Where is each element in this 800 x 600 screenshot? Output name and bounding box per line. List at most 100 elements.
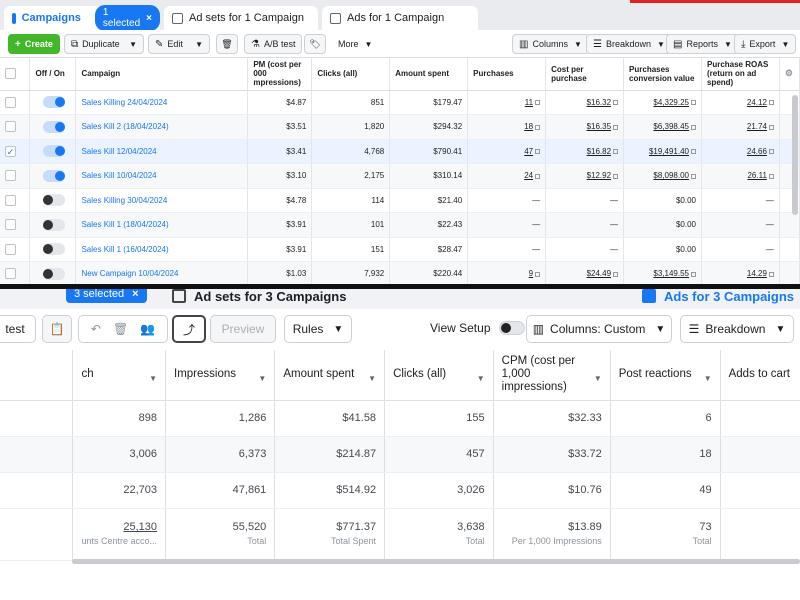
header-purchase-roas[interactable]: Purchase ROAS (return on ad spend) — [701, 58, 780, 91]
column-settings-header[interactable]: ⚙ — [779, 58, 800, 91]
create-button[interactable]: + Create — [8, 34, 60, 54]
purchases-value[interactable]: 11 — [524, 97, 534, 107]
table-row[interactable]: Sales Killing 30/04/2024 $4.78 114 $21.40 — —… — [0, 188, 800, 213]
table-row[interactable]: 22,703 47,861 $514.92 3,026 $10.76 49 — [0, 472, 800, 509]
table-row[interactable]: ✓ Sales Kill 12/04/2024 $3.41 4,768 $790.41 4… — [0, 139, 800, 164]
purchases-value[interactable]: 47 — [524, 146, 534, 156]
cost-per-purchase-value[interactable]: $16.82 — [586, 146, 612, 156]
gear-icon[interactable]: ⚙ — [784, 68, 793, 79]
tab-ads[interactable]: Ads for 1 Campaign — [322, 6, 478, 30]
campaign-name-link[interactable]: Sales Kill 2 (18/04/2024) — [75, 114, 249, 140]
detail-icon[interactable] — [768, 100, 774, 106]
table-row[interactable]: 3,006 6,373 $214.87 457 $33.72 18 — [0, 436, 800, 473]
select-all-checkbox[interactable] — [5, 68, 16, 80]
row-checkbox-cell[interactable] — [0, 188, 31, 213]
header-off-on[interactable]: Off / On — [29, 58, 77, 91]
header-impressions[interactable]: Impressions ▼ — [165, 350, 276, 401]
share-button[interactable]: ⤴ — [172, 315, 206, 343]
purchases-value[interactable]: 24 — [524, 171, 534, 181]
campaign-toggle[interactable] — [43, 267, 66, 280]
table-row[interactable]: Sales Kill 2 (18/04/2024) $3.51 1,820 $294.… — [0, 114, 800, 140]
cost-per-purchase-value[interactable]: $16.35 — [586, 122, 612, 132]
header-cost-per-purchase[interactable]: Cost per purchase — [545, 58, 625, 91]
campaign-toggle[interactable] — [43, 120, 66, 133]
header-post-reactions[interactable]: Post reactions ▼ — [610, 350, 721, 401]
undo-icon[interactable]: ↶ — [90, 322, 101, 336]
header-cpm[interactable]: PM (cost per 000 mpressions) — [247, 58, 313, 91]
conversion-value[interactable]: $3,149.55 — [653, 269, 689, 279]
campaign-toggle[interactable] — [43, 96, 66, 109]
row-checkbox-cell[interactable]: ✓ — [0, 139, 31, 164]
close-icon[interactable]: × — [146, 12, 152, 24]
columns-button[interactable]: ▥ Columns ▼ — [512, 34, 589, 54]
row-checkbox-cell[interactable] — [0, 114, 31, 140]
detail-icon[interactable] — [613, 173, 619, 179]
detail-icon[interactable] — [690, 100, 696, 106]
row-checkbox[interactable] — [5, 96, 16, 108]
header-purchases-conversion-value[interactable]: Purchases conversion value — [623, 58, 702, 91]
export-button[interactable]: ⤓ Export ▼ — [734, 34, 797, 54]
breakdown-button-bottom[interactable]: ☰ Breakdown ▼ — [680, 315, 794, 343]
row-toggle-cell[interactable] — [29, 188, 77, 213]
selected-count-badge[interactable]: 1 selected × — [94, 5, 160, 31]
table-row[interactable]: Sales Kill 10/04/2024 $3.10 2,175 $310.14 24… — [0, 163, 800, 189]
campaign-name-link[interactable]: Sales Kill 12/04/2024 — [75, 139, 249, 164]
detail-icon[interactable] — [535, 100, 541, 106]
row-checkbox[interactable] — [5, 194, 16, 206]
row-checkbox[interactable] — [5, 268, 16, 280]
sort-icon[interactable]: ▼ — [149, 374, 158, 383]
purchases-value[interactable]: 18 — [524, 122, 534, 132]
campaign-name-link[interactable]: Sales Killing 30/04/2024 — [75, 188, 249, 213]
campaign-toggle[interactable] — [43, 169, 66, 182]
row-checkbox-cell[interactable] — [0, 163, 31, 189]
campaign-toggle[interactable] — [43, 243, 66, 256]
sort-icon[interactable]: ▼ — [703, 374, 712, 383]
row-toggle-cell[interactable] — [29, 261, 77, 286]
table-row[interactable]: 898 1,286 $41.58 155 $32.33 6 — [0, 400, 800, 437]
conversion-value[interactable]: $19,491.40 — [648, 146, 689, 156]
breakdown-button[interactable]: ☰ Breakdown ▼ — [586, 34, 672, 54]
view-setup-switch[interactable] — [498, 321, 525, 335]
detail-icon[interactable] — [690, 149, 696, 155]
detail-icon[interactable] — [768, 173, 774, 179]
header-reach[interactable]: ch ▼ — [72, 350, 167, 401]
detail-icon[interactable] — [768, 271, 774, 277]
row-checkbox[interactable] — [5, 170, 16, 182]
cost-per-purchase-value[interactable]: $12.92 — [586, 171, 612, 181]
chevron-down-icon[interactable]: ▼ — [129, 39, 137, 49]
tag-button[interactable]: 🏷 — [304, 34, 326, 54]
detail-icon[interactable] — [690, 271, 696, 277]
cost-per-purchase-value[interactable]: $24.49 — [586, 269, 612, 279]
preview-button[interactable]: Preview — [210, 315, 276, 343]
conversion-value[interactable]: $6,398.45 — [653, 122, 689, 132]
columns-custom-button[interactable]: ▥ Columns: Custom ▼ — [526, 315, 672, 343]
chevron-down-icon[interactable]: ▼ — [195, 39, 203, 49]
ab-test-button-bottom[interactable]: test — [0, 315, 36, 343]
horizontal-scrollbar[interactable] — [72, 559, 800, 564]
conversion-value[interactable]: $8,098.00 — [653, 171, 689, 181]
campaign-toggle[interactable] — [43, 218, 66, 231]
sort-icon[interactable]: ▼ — [368, 374, 377, 383]
row-checkbox-cell[interactable] — [0, 237, 31, 262]
ab-test-button[interactable]: ⚗ A/B test — [244, 34, 303, 54]
header-adds-to-cart[interactable]: Adds to cart — [720, 350, 800, 401]
row-checkbox-cell[interactable] — [0, 90, 31, 115]
people-icon[interactable]: 👥 — [140, 322, 156, 336]
conversion-value[interactable]: $4,329.25 — [653, 97, 689, 107]
row-toggle-cell[interactable] — [29, 237, 77, 262]
rules-button[interactable]: Rules ▼ — [284, 315, 352, 343]
campaign-toggle[interactable] — [43, 194, 66, 207]
more-button[interactable]: More ▼ — [332, 34, 379, 54]
select-all-header[interactable] — [0, 58, 31, 91]
detail-icon[interactable] — [768, 149, 774, 155]
duplicate-button[interactable]: ⧉ Duplicate ▼ — [64, 34, 144, 54]
delete-button[interactable]: 🗑 — [216, 34, 238, 54]
row-toggle-cell[interactable] — [29, 90, 77, 115]
row-checkbox[interactable] — [5, 219, 16, 231]
campaign-name-link[interactable]: Sales Kill 10/04/2024 — [75, 163, 249, 189]
campaign-name-link[interactable]: Sales Killing 24/04/2024 — [75, 90, 249, 115]
header-amount-spent[interactable]: Amount spent — [389, 58, 469, 91]
header-campaign[interactable]: Campaign — [75, 58, 249, 91]
detail-icon[interactable] — [613, 100, 619, 106]
header-clicks-bottom[interactable]: Clicks (all) ▼ — [384, 350, 494, 401]
